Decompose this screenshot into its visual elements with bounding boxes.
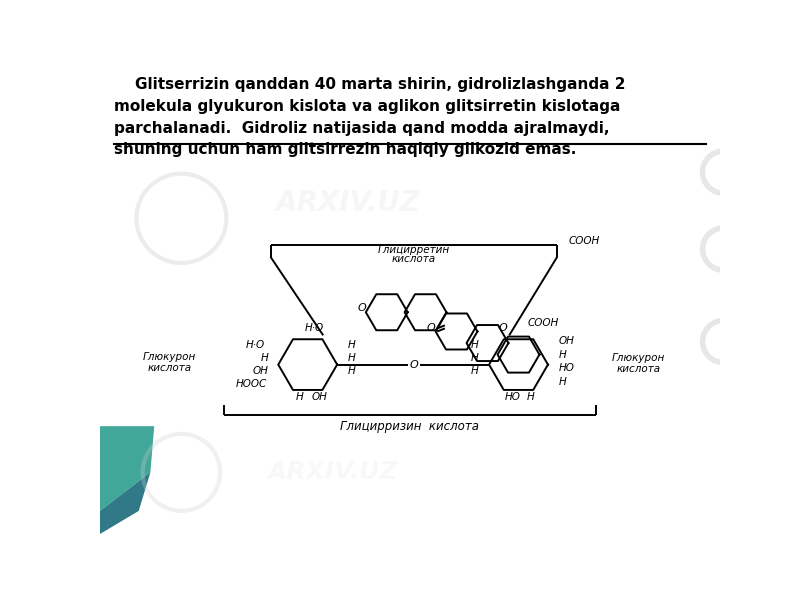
Text: H·O: H·O [304, 323, 323, 334]
Text: H: H [558, 350, 566, 361]
Polygon shape [100, 426, 154, 511]
Text: COOH: COOH [569, 236, 600, 247]
Text: H: H [296, 392, 304, 402]
Text: H: H [470, 353, 478, 364]
Text: Глюкурон: Глюкурон [612, 353, 666, 364]
Text: ARXIV.UZ: ARXIV.UZ [275, 189, 421, 217]
Text: кислота: кислота [617, 364, 661, 374]
Text: кислота: кислота [148, 362, 192, 373]
Text: H: H [348, 340, 356, 350]
Text: HO: HO [558, 364, 574, 373]
Text: H: H [526, 392, 534, 402]
Text: Глюкурон: Глюкурон [143, 352, 196, 362]
Text: shuning uchun ham glitsirrezin haqiqiy glikozid emas.: shuning uchun ham glitsirrezin haqiqiy g… [114, 142, 576, 157]
Text: OH: OH [558, 337, 574, 346]
Text: H·O: H·O [246, 340, 265, 350]
Text: HO: HO [504, 392, 520, 402]
Text: O: O [426, 323, 435, 332]
Text: COOH: COOH [528, 318, 559, 328]
Text: Глицирретин: Глицирретин [378, 245, 450, 255]
Text: Глицирризин  кислота: Глицирризин кислота [341, 420, 479, 433]
Text: OH: OH [253, 366, 269, 376]
Text: molekula glyukuron kislota va aglikon glitsirretin kislotaga: molekula glyukuron kislota va aglikon gl… [114, 99, 620, 114]
Text: H: H [348, 353, 356, 364]
Text: ARXIV.UZ: ARXIV.UZ [267, 460, 398, 484]
Text: parchalanadi.  Gidroliz natijasida qand modda ajralmaydi,: parchalanadi. Gidroliz natijasida qand m… [114, 121, 610, 136]
Text: O: O [498, 323, 507, 334]
Text: кислота: кислота [392, 254, 436, 264]
Polygon shape [100, 472, 150, 534]
Text: H: H [262, 353, 269, 364]
Text: H: H [348, 366, 356, 376]
Text: O: O [358, 304, 366, 313]
Text: Glitserrizin qanddan 40 marta shirin, gidrolizlashganda 2: Glitserrizin qanddan 40 marta shirin, gi… [114, 77, 626, 92]
Text: HOOC: HOOC [236, 379, 267, 389]
Text: H: H [470, 366, 478, 376]
Text: OH: OH [311, 392, 327, 402]
Text: O: O [410, 359, 418, 370]
Text: H: H [558, 377, 566, 386]
Text: H: H [470, 340, 478, 350]
